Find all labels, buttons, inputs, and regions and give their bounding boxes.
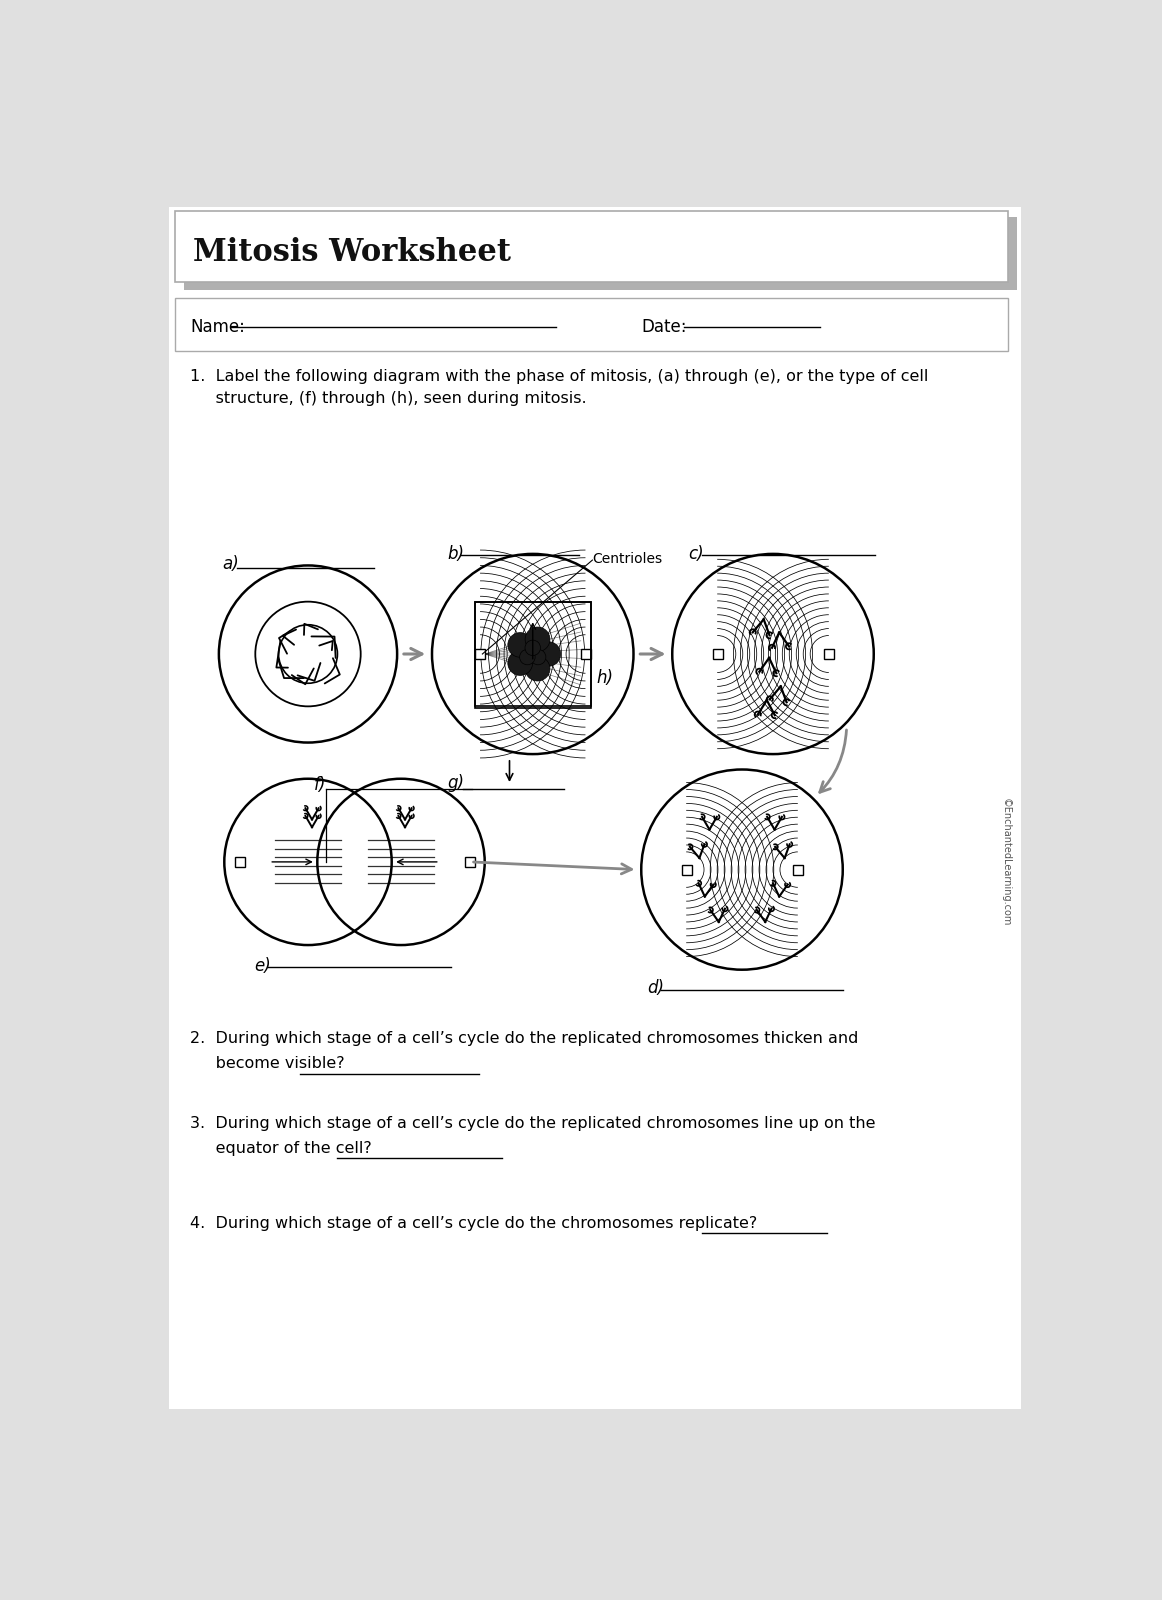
Text: d): d) [647,979,665,997]
Text: Mitosis Worksheet: Mitosis Worksheet [193,237,511,267]
Text: e): e) [253,957,271,974]
Text: c): c) [688,544,703,563]
Circle shape [525,656,550,682]
Bar [712,650,723,659]
Bar [474,602,590,706]
Text: h): h) [596,669,614,688]
Bar [682,866,691,875]
Bar [794,866,803,875]
Bar [474,602,590,707]
Text: equator of the cell?: equator of the cell? [191,1141,372,1155]
Text: ©EnchantedLearning.com: ©EnchantedLearning.com [1000,798,1011,926]
Bar [824,650,834,659]
Bar [184,216,1017,290]
Circle shape [525,627,550,651]
Bar [475,650,486,659]
Text: g): g) [447,774,465,792]
Circle shape [519,650,536,664]
Circle shape [508,651,532,675]
Text: a): a) [223,555,239,573]
Text: 3.  During which stage of a cell’s cycle do the replicated chromosomes line up o: 3. During which stage of a cell’s cycle … [191,1117,876,1131]
Bar [235,858,245,867]
Text: 1.  Label the following diagram with the phase of mitosis, (a) through (e), or t: 1. Label the following diagram with the … [191,370,928,384]
Bar [308,779,401,946]
Text: b): b) [447,544,465,563]
Bar [465,858,474,867]
Text: Name:: Name: [191,318,245,336]
Text: f): f) [314,776,327,794]
Circle shape [525,640,540,656]
Bar [174,211,1007,282]
Text: Date:: Date: [641,318,687,336]
Circle shape [530,650,546,664]
Bar [581,650,590,659]
Text: become visible?: become visible? [191,1056,345,1070]
Circle shape [536,642,560,666]
Text: structure, (f) through (h), seen during mitosis.: structure, (f) through (h), seen during … [191,390,587,406]
Circle shape [508,632,532,658]
Text: Centrioles: Centrioles [593,552,662,566]
Bar [174,298,1007,350]
Text: 2.  During which stage of a cell’s cycle do the replicated chromosomes thicken a: 2. During which stage of a cell’s cycle … [191,1032,859,1046]
Text: 4.  During which stage of a cell’s cycle do the chromosomes replicate?: 4. During which stage of a cell’s cycle … [191,1216,758,1230]
